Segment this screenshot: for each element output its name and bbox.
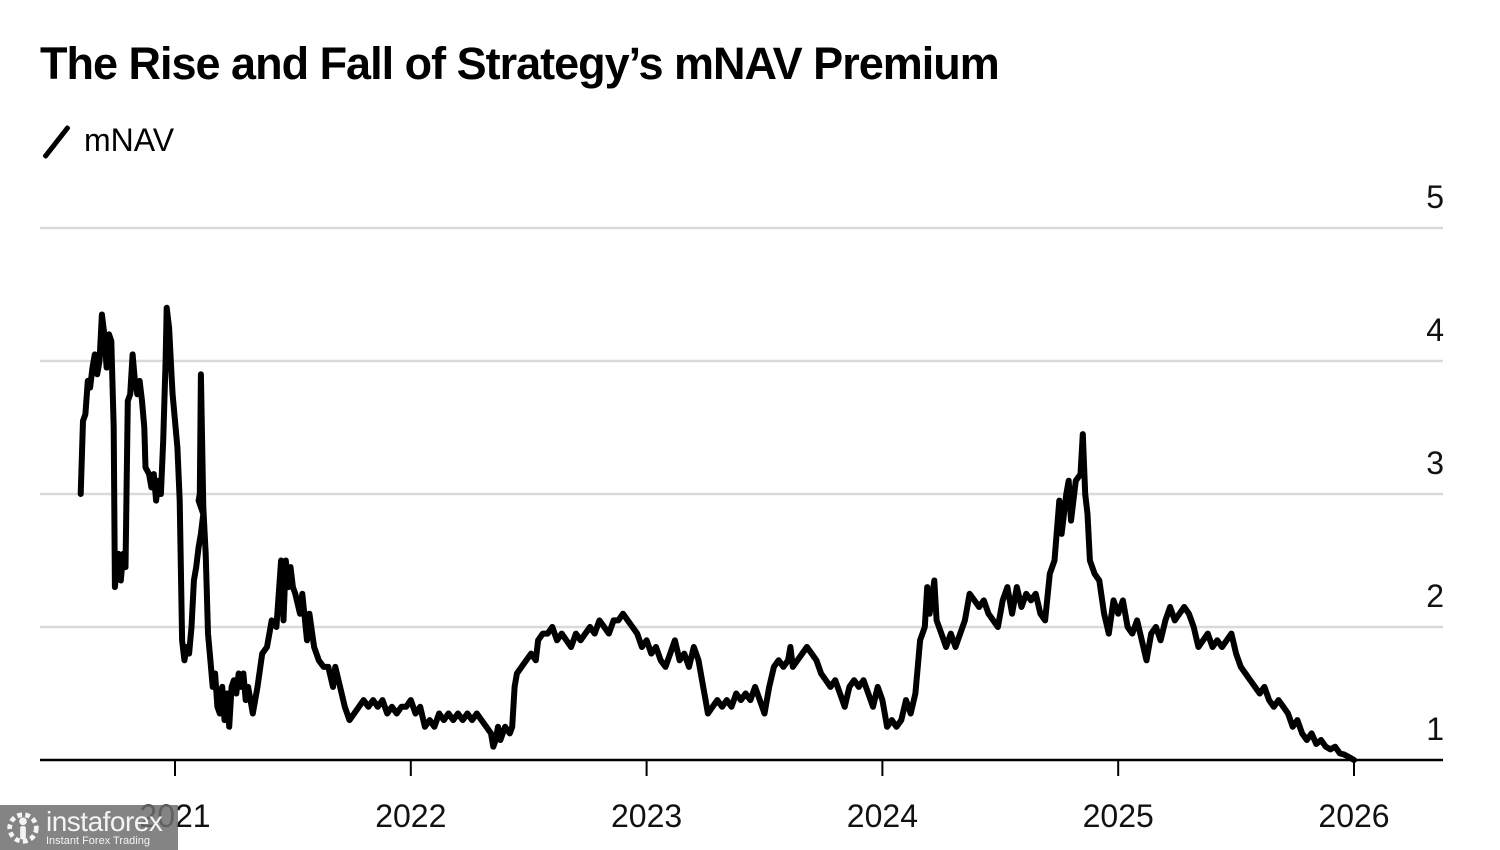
y-tick-label: 1 <box>1426 711 1444 747</box>
x-tick-label: 2022 <box>375 798 446 834</box>
watermark-brand: instaforex <box>46 805 163 837</box>
x-tick-label: 2025 <box>1083 798 1154 834</box>
gear-person-icon <box>7 811 39 844</box>
watermark: instaforex Instant Forex Trading <box>0 805 178 850</box>
series-layer <box>77 304 1357 763</box>
x-tick-label: 2023 <box>611 798 682 834</box>
y-tick-label: 2 <box>1426 578 1444 614</box>
y-axis-labels: 1 2 3 4 5 <box>1426 179 1444 747</box>
legend: mNAV <box>40 120 174 160</box>
x-axis: 202120222023202420252026 <box>40 758 1443 834</box>
y-tick-label: 3 <box>1426 445 1444 481</box>
x-tick-label: 2026 <box>1318 798 1389 834</box>
gridlines <box>40 226 1443 629</box>
chart-title: The Rise and Fall of Strategy’s mNAV Pre… <box>40 38 1000 89</box>
y-tick-label: 5 <box>1426 179 1444 215</box>
y-tick-label: 4 <box>1426 312 1444 348</box>
watermark-tagline: Instant Forex Trading <box>46 834 150 847</box>
legend-label: mNAV <box>84 121 175 158</box>
series-line-mnav <box>77 304 1357 763</box>
x-tick-label: 2024 <box>847 798 918 834</box>
